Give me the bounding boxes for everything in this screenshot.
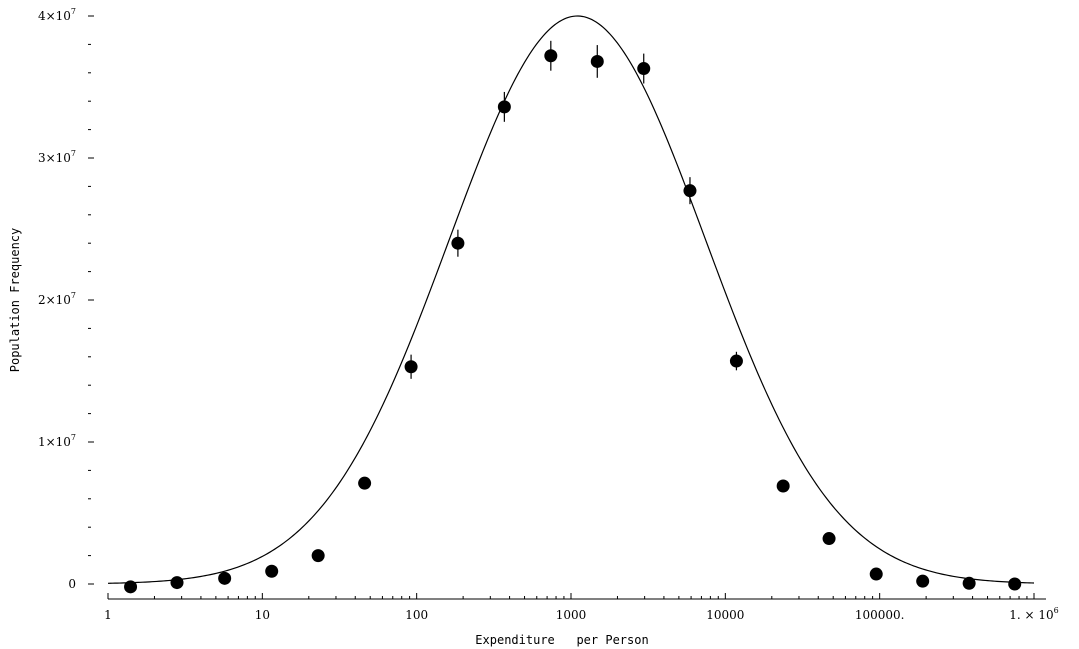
- data-point: [451, 236, 465, 250]
- y-tick-label: 3×107: [38, 149, 76, 165]
- data-point: [637, 62, 651, 76]
- data-point: [311, 549, 325, 563]
- data-point: [916, 574, 930, 588]
- x-tick-label: 10: [255, 608, 270, 622]
- y-tick-label: 4×107: [38, 7, 76, 23]
- data-point: [170, 576, 184, 590]
- data-point: [358, 476, 372, 490]
- x-axis-title: Expenditure per Person: [475, 633, 648, 647]
- x-tick-label: 100000.: [855, 608, 905, 622]
- x-tick-label: 1000: [556, 608, 587, 622]
- data-point: [1008, 577, 1022, 591]
- data-points: [124, 40, 1022, 594]
- fit-curve: [107, 15, 1035, 584]
- y-axis-title: Population Frequency: [8, 228, 22, 373]
- y-tick-label: 1×107: [38, 433, 76, 449]
- data-point: [590, 54, 604, 68]
- data-point: [776, 479, 790, 493]
- x-tick-label: 10000: [706, 608, 744, 622]
- data-point: [962, 576, 976, 590]
- x-tick-label: 100: [405, 608, 428, 622]
- data-point: [218, 571, 232, 585]
- fit-curve-group: [107, 15, 1035, 584]
- data-point: [124, 580, 138, 594]
- x-tick-label: 1: [104, 608, 112, 622]
- x-tick-label: 1. × 106: [1009, 606, 1059, 622]
- data-point: [729, 354, 743, 368]
- y-tick-label: 2×107: [38, 291, 76, 307]
- axes: 1 10 100 1000 10000 100000. 1. × 106 0 1×107 2×10…: [38, 7, 1059, 622]
- data-point: [265, 564, 279, 578]
- y-tick-label: 0: [68, 577, 76, 591]
- data-point: [822, 532, 836, 546]
- data-point: [869, 567, 883, 581]
- data-point: [404, 360, 418, 374]
- data-point: [544, 49, 558, 63]
- data-point: [497, 100, 511, 114]
- data-point: [683, 184, 697, 198]
